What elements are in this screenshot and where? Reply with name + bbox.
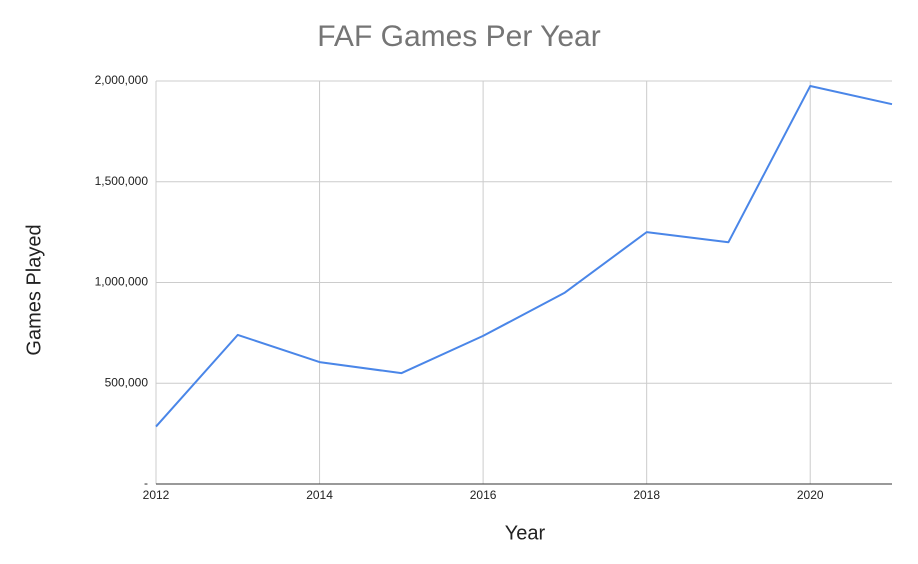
y-tick-label: 2,000,000: [95, 73, 149, 87]
x-tick-label: 2018: [633, 488, 660, 502]
y-tick-label: 1,500,000: [95, 174, 149, 188]
y-axis-label: Games Played: [23, 224, 45, 355]
data-line: [155, 85, 893, 428]
x-axis-label: Year: [505, 522, 546, 544]
y-tick-label: 500,000: [105, 375, 149, 389]
y-tick-label: -: [144, 476, 148, 490]
x-tick-label: 2020: [797, 488, 824, 502]
x-tick-label: 2012: [143, 488, 170, 502]
y-tick-label: 1,000,000: [95, 275, 149, 289]
chart-title: FAF Games Per Year: [317, 20, 600, 53]
x-tick-label: 2016: [470, 488, 497, 502]
x-tick-label: 2014: [306, 488, 333, 502]
